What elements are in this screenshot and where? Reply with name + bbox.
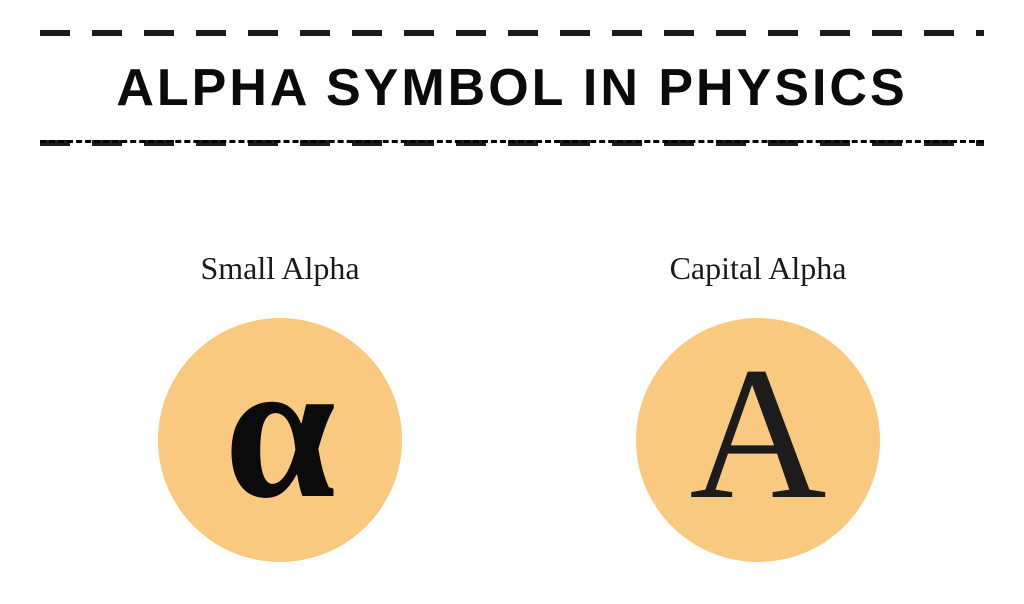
top-dashed-line bbox=[40, 30, 984, 36]
bottom-dashed-line bbox=[40, 140, 984, 146]
capital-alpha-circle: A bbox=[636, 318, 880, 562]
page-title: ALPHA SYMBOL IN PHYSICS bbox=[0, 58, 1024, 118]
small-alpha-card: Small Alpha α bbox=[158, 250, 402, 562]
small-alpha-circle: α bbox=[158, 318, 402, 562]
capital-alpha-label: Capital Alpha bbox=[636, 250, 880, 290]
small-alpha-glyph: α bbox=[224, 330, 336, 530]
capital-alpha-card: Capital Alpha A bbox=[636, 250, 880, 562]
capital-alpha-glyph: A bbox=[689, 339, 826, 529]
small-alpha-label: Small Alpha bbox=[158, 250, 402, 290]
